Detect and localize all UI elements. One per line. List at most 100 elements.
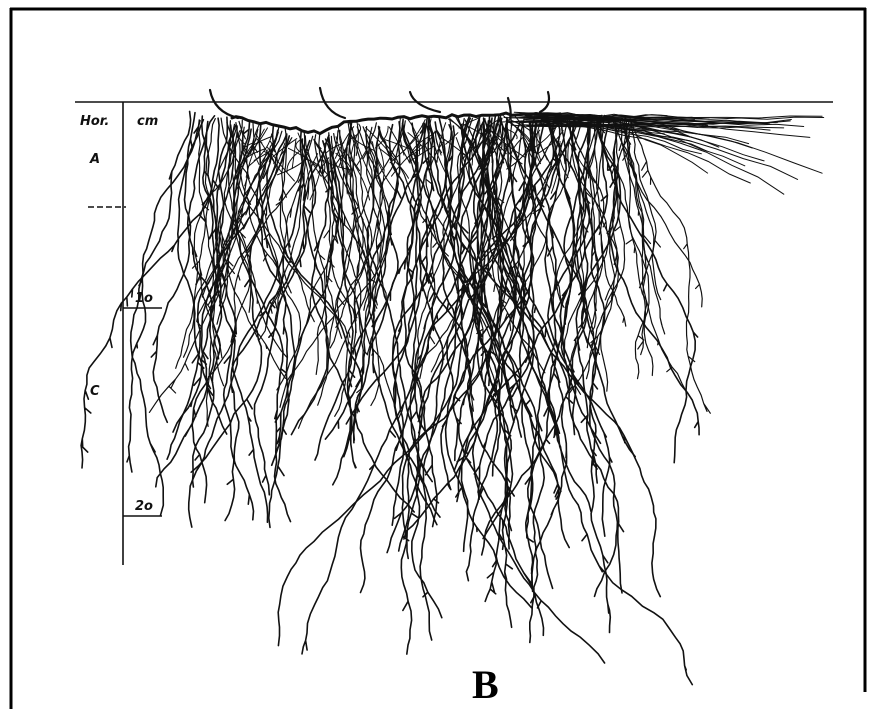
root bbox=[245, 148, 266, 160]
root bbox=[191, 116, 229, 504]
root bbox=[317, 157, 330, 174]
root bbox=[304, 135, 327, 375]
root bbox=[367, 122, 388, 304]
root bbox=[503, 127, 518, 140]
root bbox=[453, 117, 591, 472]
root bbox=[245, 128, 265, 178]
root bbox=[321, 158, 351, 171]
root bbox=[272, 138, 298, 158]
root bbox=[227, 120, 252, 313]
root bbox=[406, 118, 421, 155]
root bbox=[245, 139, 257, 155]
root bbox=[494, 117, 523, 438]
root bbox=[567, 122, 605, 377]
root bbox=[425, 125, 498, 393]
root bbox=[150, 111, 196, 424]
root bbox=[377, 143, 385, 194]
root bbox=[318, 133, 358, 355]
root bbox=[240, 142, 253, 156]
root bbox=[631, 122, 711, 414]
root bbox=[495, 135, 526, 159]
root bbox=[349, 129, 360, 177]
root bbox=[327, 137, 364, 486]
root bbox=[568, 140, 596, 184]
root bbox=[356, 140, 372, 166]
root bbox=[334, 126, 355, 159]
root bbox=[481, 134, 507, 155]
root bbox=[263, 150, 275, 165]
root bbox=[267, 136, 341, 529]
root bbox=[524, 115, 785, 195]
root bbox=[458, 117, 480, 129]
root bbox=[201, 127, 280, 298]
root bbox=[477, 124, 493, 155]
root bbox=[408, 145, 435, 163]
depth-unit: cm bbox=[137, 114, 158, 129]
root bbox=[408, 90, 442, 114]
root bbox=[312, 161, 328, 175]
root bbox=[559, 121, 778, 126]
root bbox=[491, 130, 506, 149]
root bbox=[496, 114, 569, 330]
root bbox=[337, 125, 350, 176]
horizon-label: A bbox=[89, 152, 100, 167]
root bbox=[391, 144, 422, 177]
root bbox=[407, 132, 423, 147]
root bbox=[399, 118, 405, 156]
root bbox=[336, 126, 384, 326]
root bbox=[528, 120, 559, 644]
root bbox=[509, 116, 582, 332]
root bbox=[276, 158, 307, 176]
root bbox=[461, 134, 492, 160]
root bbox=[366, 126, 433, 483]
root bbox=[196, 125, 238, 328]
root bbox=[224, 134, 330, 522]
root bbox=[243, 149, 268, 196]
root bbox=[321, 159, 326, 177]
root-system bbox=[80, 86, 825, 686]
horizon-header: Hor. bbox=[80, 114, 109, 129]
root bbox=[352, 136, 375, 151]
root bbox=[286, 148, 303, 173]
root bbox=[435, 130, 443, 154]
root bbox=[371, 121, 441, 518]
horizon-label: C bbox=[90, 384, 100, 399]
root bbox=[462, 116, 623, 594]
root bbox=[438, 117, 534, 592]
root bbox=[523, 118, 805, 127]
root bbox=[629, 119, 662, 301]
root bbox=[309, 154, 324, 201]
root bbox=[323, 141, 350, 180]
root bbox=[335, 136, 354, 171]
root bbox=[190, 123, 264, 473]
root bbox=[415, 117, 465, 423]
root bbox=[593, 114, 688, 394]
root bbox=[495, 119, 694, 686]
root bbox=[414, 122, 474, 553]
root bbox=[405, 131, 435, 159]
root bbox=[252, 145, 260, 165]
root bbox=[401, 122, 436, 379]
root bbox=[129, 110, 192, 517]
root bbox=[241, 127, 268, 163]
root bbox=[535, 136, 554, 170]
root bbox=[491, 117, 501, 164]
root bbox=[365, 127, 396, 160]
root bbox=[436, 122, 447, 163]
root bbox=[440, 136, 469, 158]
root bbox=[480, 120, 575, 556]
root bbox=[455, 137, 471, 185]
root bbox=[345, 146, 348, 195]
root bbox=[478, 133, 508, 171]
root bbox=[266, 146, 295, 182]
root bbox=[428, 116, 538, 543]
root bbox=[343, 149, 371, 201]
root bbox=[333, 133, 361, 322]
root bbox=[428, 139, 446, 173]
root bbox=[324, 125, 400, 440]
root bbox=[238, 130, 245, 145]
root bbox=[338, 137, 351, 167]
